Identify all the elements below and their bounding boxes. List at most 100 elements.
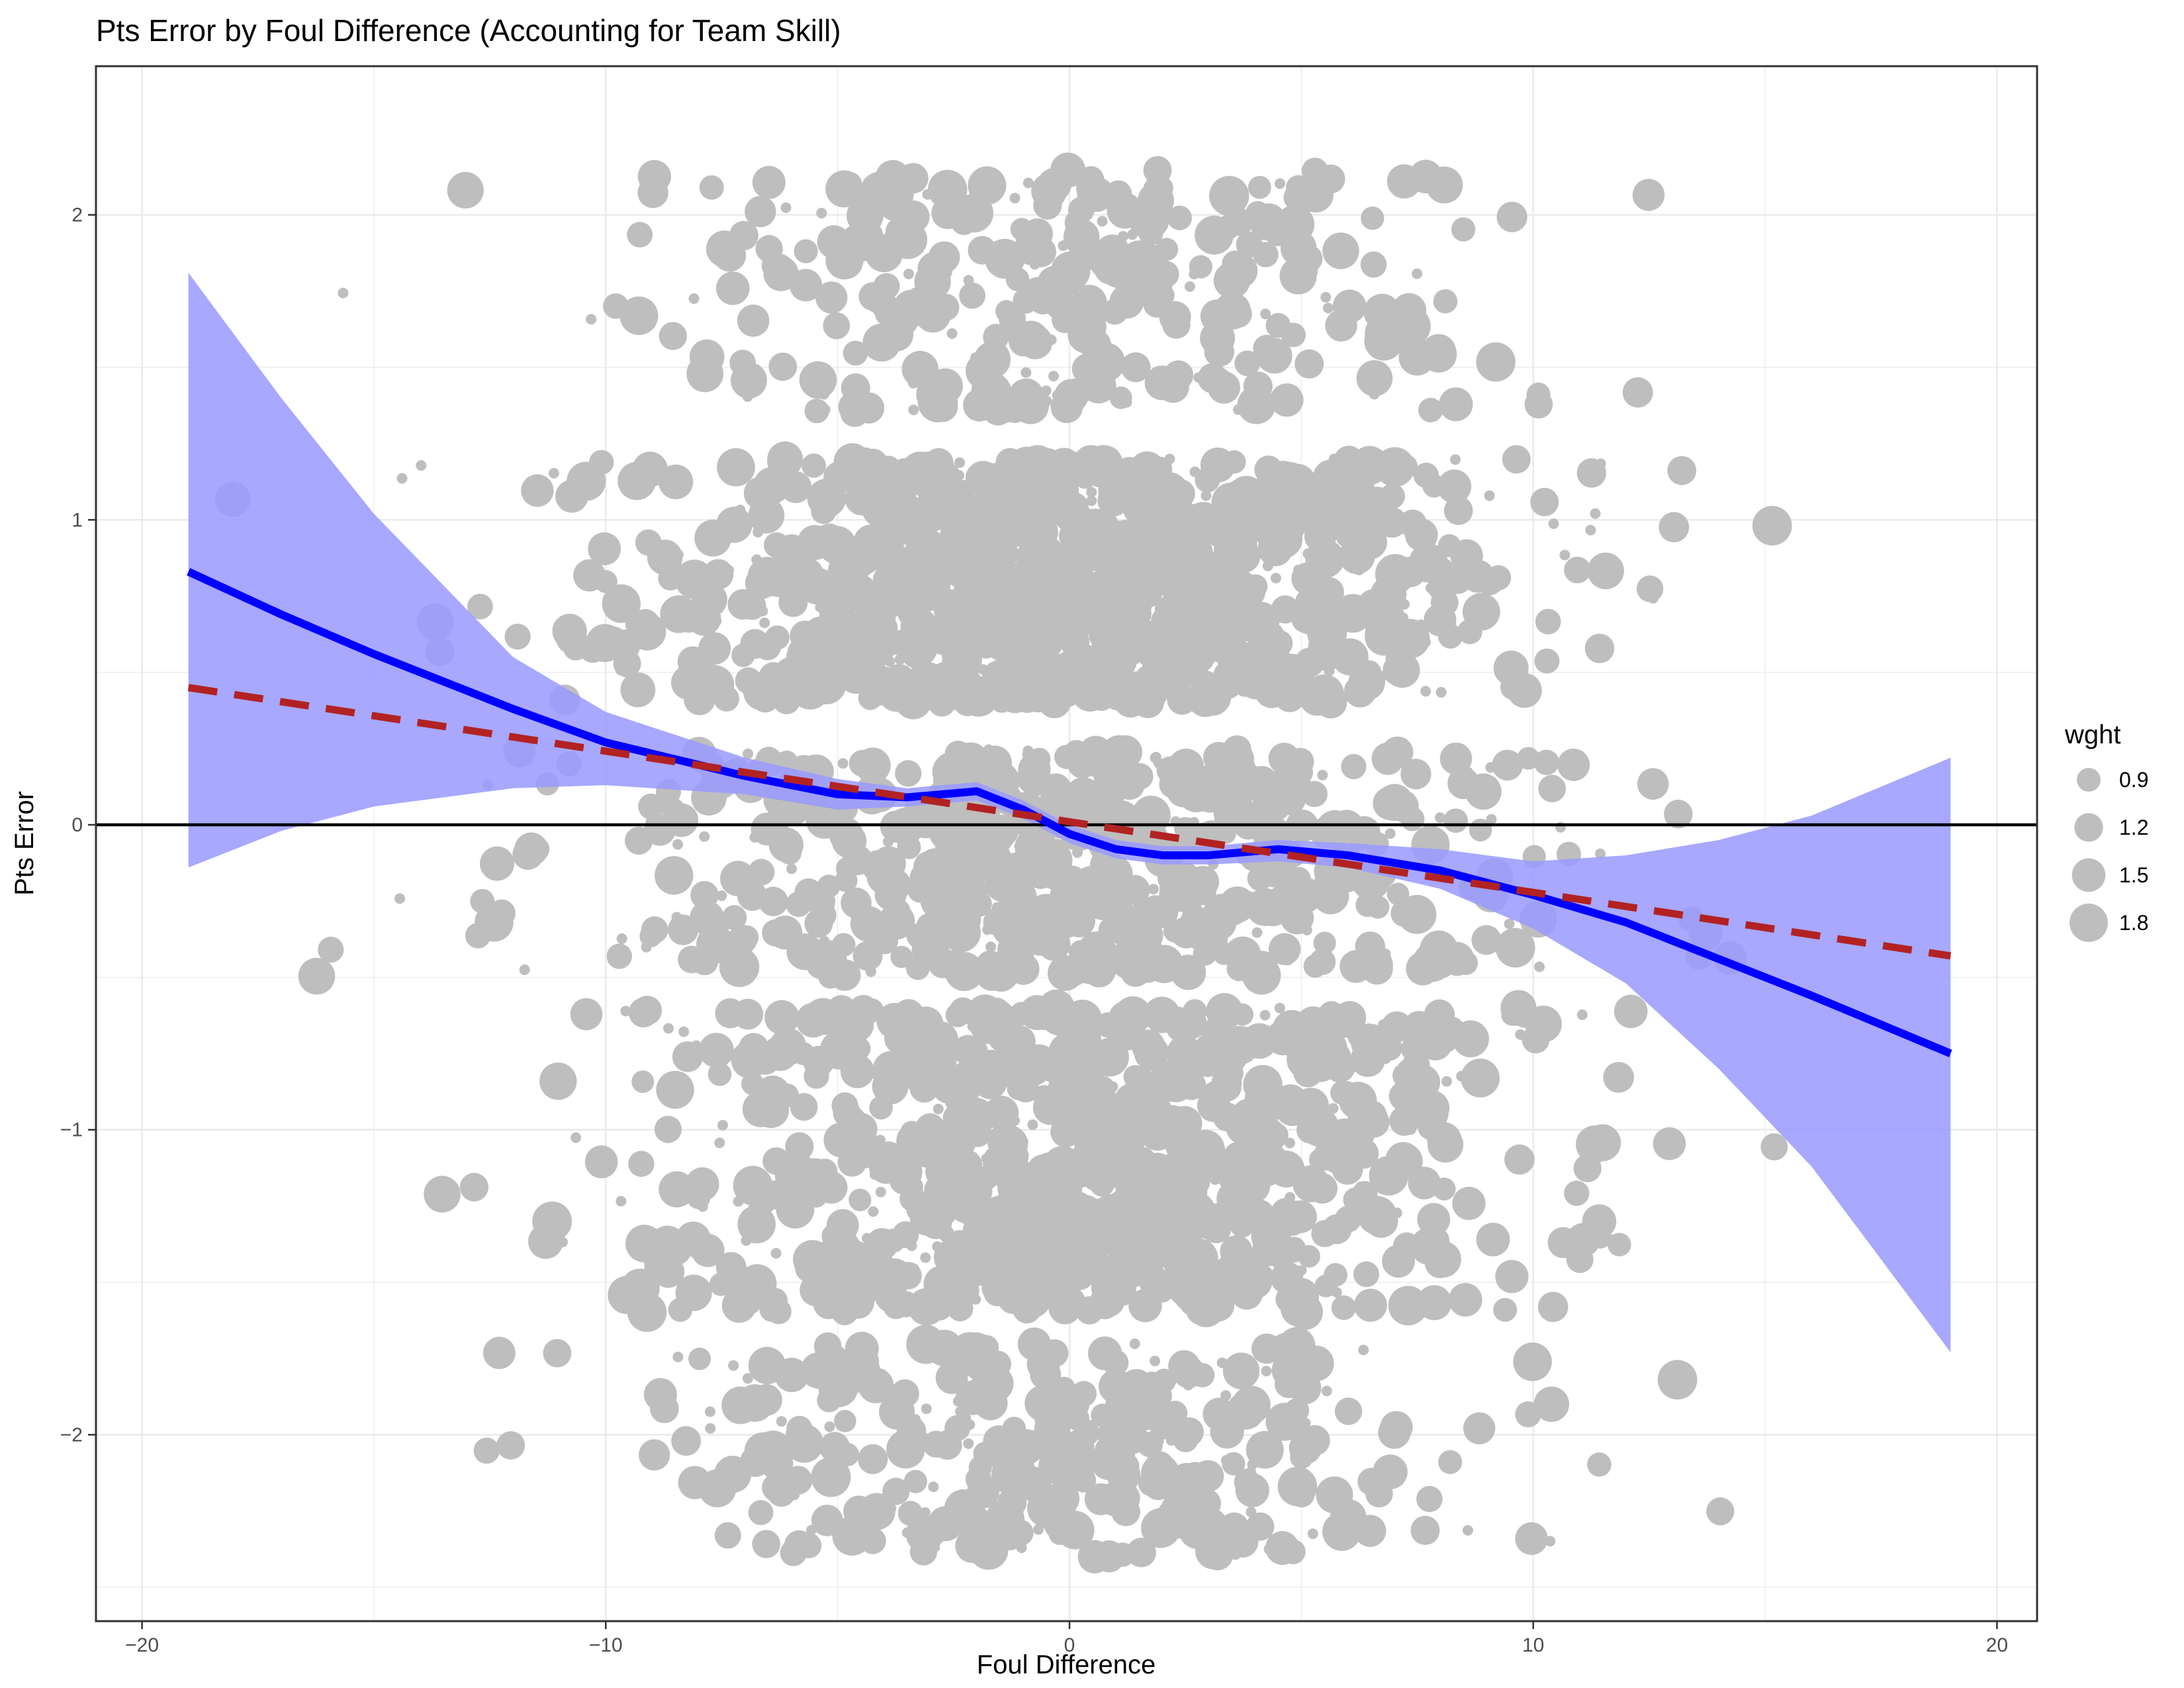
data-point [887,1436,918,1466]
data-point [1535,608,1561,635]
data-point [874,299,902,326]
data-point [1012,1051,1035,1074]
x-axis-title: Foul Difference [977,1650,1156,1679]
data-point [1504,918,1515,929]
data-point [1267,539,1279,550]
data-point [672,839,684,850]
data-point [602,584,641,624]
data-point [1322,303,1334,314]
data-point [1075,1010,1099,1035]
data-point [886,925,897,936]
data-point [1120,957,1151,987]
data-point [945,1003,970,1027]
data-point [1179,1246,1220,1287]
data-point [1193,372,1205,383]
data-point [741,1072,764,1096]
data-point [1047,451,1071,475]
data-point [993,586,1015,609]
data-point [881,489,920,528]
data-point [829,959,861,991]
data-point [1341,1493,1352,1504]
data-point [1576,458,1606,488]
data-point [663,1023,674,1034]
data-point [1284,1200,1317,1233]
data-point [796,1532,822,1559]
chart-title: Pts Error by Foul Difference (Accounting… [96,13,841,48]
data-point [1199,763,1226,789]
data-point [396,473,408,484]
data-point [1068,749,1097,778]
data-point [573,559,606,592]
data-point [1355,1181,1367,1192]
data-point [1533,1386,1569,1422]
data-point [1462,1524,1473,1536]
data-point [702,182,713,193]
data-point [884,178,915,208]
data-point [1062,1058,1073,1070]
data-point [895,760,922,787]
data-point [933,1069,957,1094]
data-point [1484,490,1495,501]
data-point [770,1248,782,1259]
data-point [1513,1342,1552,1382]
data-point [1410,1515,1440,1545]
data-point [1320,292,1332,303]
data-point [931,171,968,209]
data-point [1261,1231,1285,1255]
data-point [1189,255,1212,279]
data-point [731,643,755,667]
data-point [846,197,884,234]
data-point [1587,1452,1612,1477]
data-point [886,1153,923,1190]
data-point [1025,592,1064,631]
data-point [728,1360,739,1371]
data-point [1311,1220,1339,1248]
data-point [1426,166,1463,204]
data-point [1251,510,1289,547]
data-point [903,268,914,279]
data-point [1011,1204,1050,1242]
data-point [608,630,641,661]
data-point [1443,496,1473,526]
data-point [1201,490,1212,501]
data-point [560,483,587,510]
data-point [1548,518,1559,530]
data-point [848,1188,872,1211]
data-point [790,1093,818,1121]
legend-label: 1.2 [2119,816,2148,839]
data-point [716,890,727,902]
data-point [800,1352,837,1389]
data-point [1463,1412,1496,1444]
data-point [1050,1383,1090,1423]
data-point [952,1035,983,1066]
legend-key [2077,768,2101,792]
data-point [1322,232,1359,269]
data-point [1192,1422,1203,1433]
data-point [1439,387,1473,422]
data-point [1200,299,1234,333]
data-point [842,340,868,366]
data-point [658,566,682,590]
data-point [628,998,659,1028]
data-point [528,1224,563,1259]
data-point [1349,445,1389,485]
data-point [1752,506,1792,545]
data-point [1150,614,1180,644]
data-point [1394,1080,1406,1091]
data-point [1455,481,1466,492]
data-point [768,827,803,863]
data-point [1416,619,1426,630]
data-point [659,1171,695,1207]
data-point [880,810,913,843]
data-point [1056,1511,1095,1550]
data-point [1595,848,1606,859]
data-point [868,1206,879,1217]
data-point [743,673,782,711]
data-point [1051,1038,1062,1049]
data-point [1029,259,1040,270]
data-point [1091,1403,1115,1427]
data-point [1295,349,1324,379]
data-point [1122,257,1161,295]
data-point [1068,316,1105,353]
